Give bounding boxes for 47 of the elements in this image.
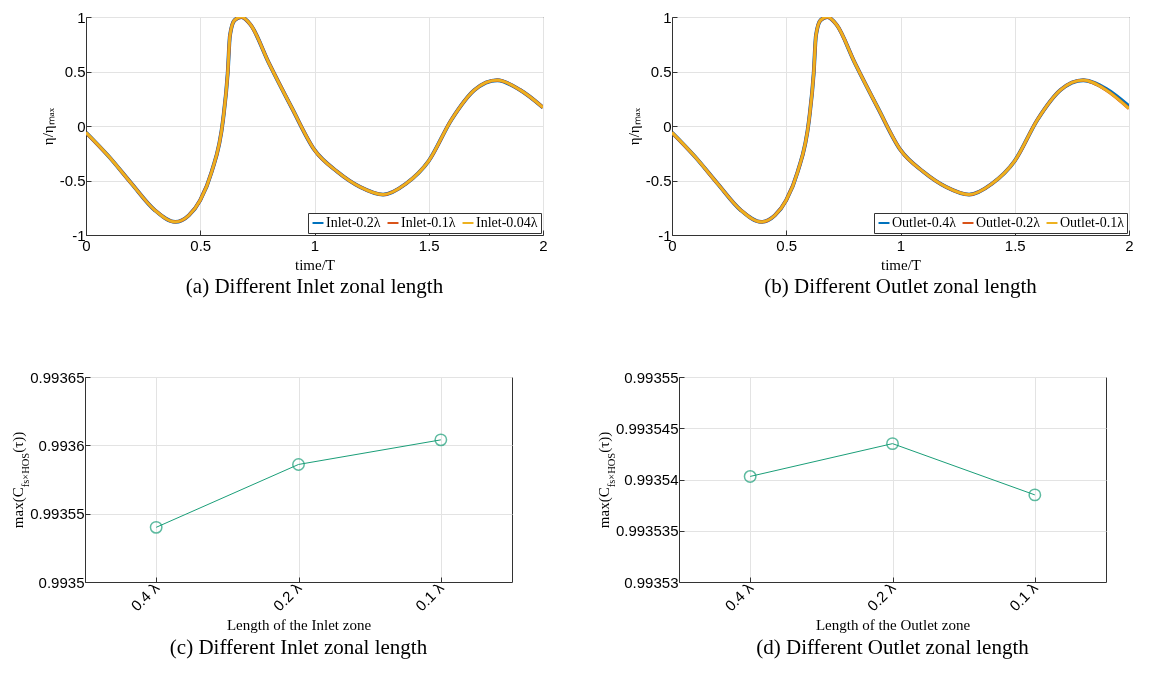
x-axis-title: time/T [881,256,921,273]
x-tick-label: 0.4 λ [721,578,757,615]
y-tick-label: 0.993535 [615,522,679,540]
y-tick-label: 0.99354 [624,471,679,488]
y-axis-title: η/ηₘₐₓ [625,107,642,146]
x-axis-title: Length of the Outlet zone [815,617,971,634]
y-axis-title: η/ηₘₐₓ [39,107,56,146]
y-tick-label: 0.5 [64,63,86,80]
y-tick-label: 0.99353 [624,573,679,591]
y-tick-label: -0.5 [59,172,86,189]
legend-label: Outlet-0.1λ [1060,215,1125,230]
x-tick-label: 2 [539,236,548,254]
x-tick-label: 0.5 [776,236,798,254]
y-tick-label: 0.993545 [615,419,679,437]
legend-label: Inlet-0.2λ [326,215,381,230]
x-tick-label: 1 [310,236,320,254]
text: (d) Different Outlet zonal length [756,634,1030,659]
x-tick-label: 1.5 [418,236,440,254]
legend-label: Inlet-0.1λ [401,215,456,230]
y-tick-label: 1 [663,8,672,26]
x-tick-label: 0.5 [190,236,212,254]
x-tick-label: 1 [896,236,906,254]
y-tick-label: -0.5 [645,172,672,189]
text: (a) Different Inlet zonal length [185,274,444,298]
y-tick-label: 0 [663,117,672,135]
text: (b) Different Outlet zonal length [764,274,1038,298]
y-tick-label: 0.5 [650,63,672,80]
legend-label: Outlet-0.2λ [976,215,1041,230]
y-tick-label: 0 [77,117,86,135]
y-tick-label: 0.9936 [38,436,85,454]
legend-label: Inlet-0.04λ [476,215,538,230]
y-tick-label: 0.9935 [38,573,85,591]
x-tick-label: 0.2 λ [863,578,899,615]
x-tick-label: 0.2 λ [269,578,305,615]
y-tick-label: 0.99355 [30,505,85,523]
y-tick-label: 0.99365 [30,368,85,386]
x-tick-label: 2 [1125,236,1134,254]
x-tick-label: 0.1 λ [1005,578,1042,615]
legend-label: Outlet-0.4λ [892,215,957,230]
x-tick-label: 1.5 [1004,236,1026,254]
y-tick-label: 1 [77,8,86,26]
text: (c) Different Inlet zonal length [169,634,428,659]
x-axis-title: Length of the Inlet zone [226,617,372,634]
y-tick-label: 0.99355 [624,368,679,386]
x-tick-label: 0.1 λ [411,578,448,615]
x-axis-title: time/T [295,256,335,273]
x-tick-label: 0.4 λ [127,578,163,615]
